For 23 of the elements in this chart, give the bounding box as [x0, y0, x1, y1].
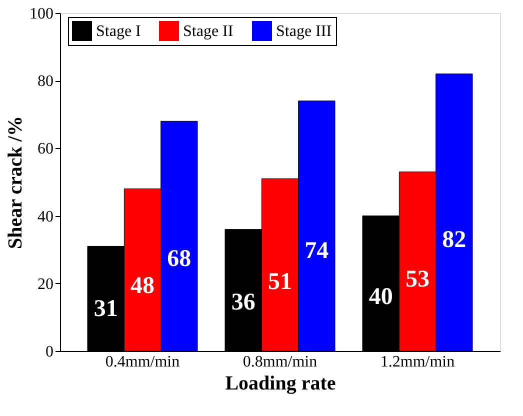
data-label: 36	[231, 289, 256, 316]
data-label: 53	[406, 266, 430, 292]
data-label: 74	[304, 238, 329, 264]
y-tick-label: 40	[38, 208, 54, 226]
data-label: 82	[442, 227, 466, 254]
data-label: 51	[268, 269, 292, 296]
y-tick-label: 80	[38, 73, 54, 90]
x-tick-label: 1.2mm/min	[380, 354, 455, 370]
x-tick-label: 0.8mm/min	[242, 354, 318, 370]
x-axis-title: Loading rate	[225, 372, 336, 394]
legend-label: Stage II	[183, 23, 234, 40]
legend-label: Stage I	[96, 23, 141, 40]
data-label: 68	[167, 246, 192, 272]
data-label: 31	[94, 296, 118, 322]
y-tick-label: 100	[30, 6, 54, 22]
y-tick-label: 0	[46, 344, 54, 360]
legend-label: Stage III	[276, 23, 332, 40]
y-tick-label: 60	[38, 140, 54, 158]
y-tick-label: 20	[38, 276, 54, 293]
data-label: 40	[368, 284, 393, 310]
y-axis-title: Shear crack /%	[4, 116, 26, 249]
x-tick-label: 0.4mm/min	[105, 354, 180, 370]
data-label: 48	[130, 273, 154, 300]
